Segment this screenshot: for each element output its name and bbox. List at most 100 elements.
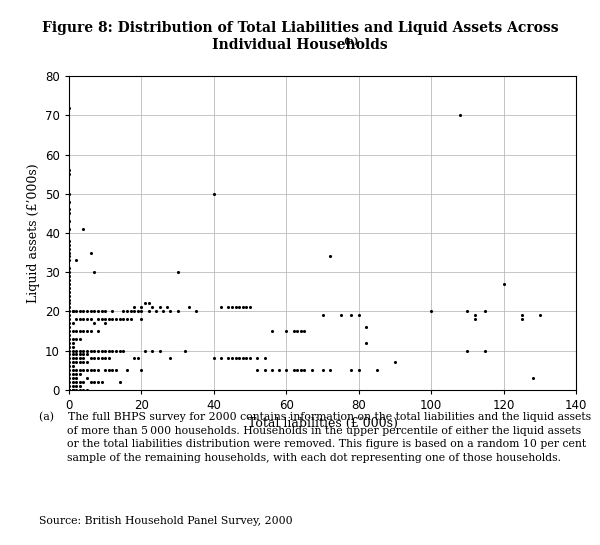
Point (115, 378, 125, 386)
Point (325, 366, 335, 374)
Point (64, 166, 74, 175)
Point (71, 382, 81, 390)
Point (281, 326, 291, 335)
Point (137, 303, 146, 312)
Point (137, 366, 146, 374)
Point (71, 378, 81, 386)
Point (75, 366, 85, 374)
Point (64, 237, 74, 245)
Point (64, 350, 74, 359)
Point (224, 354, 233, 363)
Point (71, 346, 81, 355)
Point (64, 323, 74, 331)
Point (89, 307, 99, 316)
Point (104, 315, 113, 324)
Point (100, 366, 110, 374)
Point (64, 190, 74, 198)
Point (372, 366, 382, 374)
Point (216, 303, 226, 312)
Point (93, 378, 103, 386)
Point (289, 326, 298, 335)
Point (64, 280, 74, 288)
Point (64, 272, 74, 281)
Point (216, 354, 226, 363)
Point (122, 315, 132, 324)
Point (64, 264, 74, 272)
Point (86, 326, 95, 335)
Point (64, 354, 74, 363)
Point (64, 311, 74, 319)
Point (253, 366, 262, 374)
Point (130, 354, 139, 363)
Point (82, 350, 92, 359)
Point (64, 326, 74, 335)
Point (68, 307, 77, 316)
Point (242, 303, 251, 312)
Point (470, 311, 479, 319)
Point (64, 205, 74, 214)
Point (299, 366, 309, 374)
Point (75, 335, 85, 343)
Point (86, 378, 95, 386)
Point (126, 307, 136, 316)
Point (231, 303, 241, 312)
Point (64, 299, 74, 308)
Point (64, 197, 74, 206)
Point (354, 366, 364, 374)
Point (155, 303, 164, 312)
Point (158, 307, 168, 316)
Point (238, 303, 248, 312)
Point (89, 378, 99, 386)
Point (71, 358, 81, 367)
Point (535, 311, 545, 319)
Point (71, 370, 81, 378)
Point (68, 385, 77, 394)
Point (79, 225, 88, 233)
Point (68, 354, 77, 363)
Point (100, 307, 110, 316)
Point (107, 366, 117, 374)
Point (517, 311, 526, 319)
Point (89, 354, 99, 363)
Point (86, 366, 95, 374)
Point (64, 370, 74, 378)
Point (64, 362, 74, 371)
Point (68, 373, 77, 382)
Point (86, 346, 95, 355)
Point (260, 366, 269, 374)
Point (64, 217, 74, 226)
Point (68, 326, 77, 335)
Point (111, 315, 121, 324)
Point (79, 350, 88, 359)
Point (64, 287, 74, 296)
Point (104, 354, 113, 363)
Point (71, 350, 81, 359)
Point (148, 303, 157, 312)
Point (89, 366, 99, 374)
Point (336, 311, 346, 319)
Point (148, 346, 157, 355)
Point (173, 307, 182, 316)
Point (307, 366, 316, 374)
Point (296, 326, 305, 335)
Point (71, 373, 81, 382)
Point (97, 307, 106, 316)
Point (390, 358, 400, 367)
Point (191, 307, 200, 316)
Point (463, 307, 472, 316)
Point (289, 366, 298, 374)
Point (299, 326, 309, 335)
Point (64, 385, 74, 394)
Point (64, 335, 74, 343)
Point (86, 307, 95, 316)
Point (64, 104, 74, 112)
Point (238, 354, 248, 363)
Point (64, 358, 74, 367)
Point (75, 326, 85, 335)
Point (79, 358, 88, 367)
Point (325, 252, 335, 261)
Point (235, 303, 244, 312)
Point (93, 307, 103, 316)
Point (64, 283, 74, 292)
Point (245, 354, 255, 363)
